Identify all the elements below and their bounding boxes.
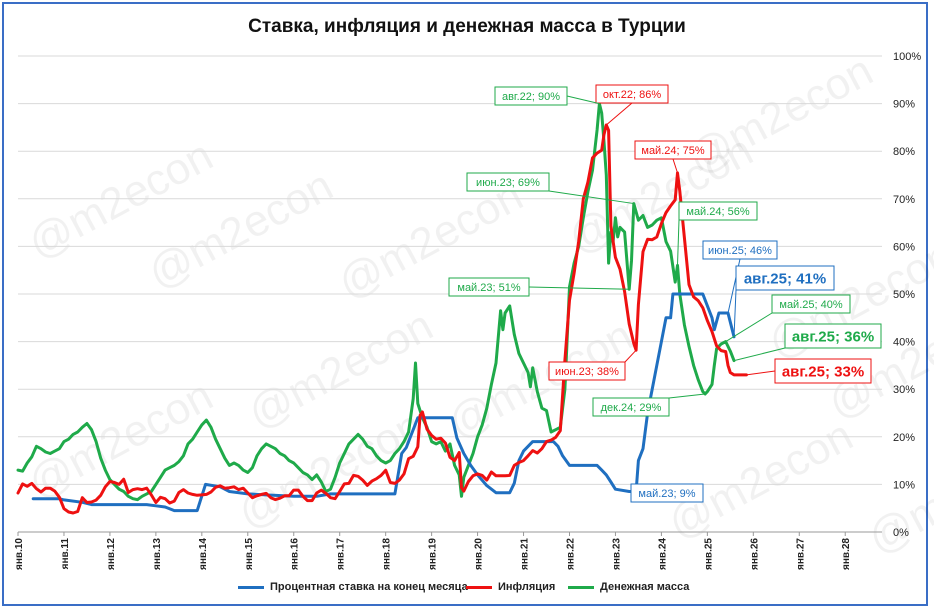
y-tick-label: 20% bbox=[893, 432, 915, 444]
y-tick-label: 40% bbox=[893, 337, 915, 349]
x-tick-label: янв.13 bbox=[152, 538, 163, 570]
annotation-label: июн.23; 38% bbox=[555, 366, 619, 378]
annotation-box bbox=[466, 172, 550, 192]
x-tick-label: янв.12 bbox=[106, 538, 117, 570]
annotation-box bbox=[634, 140, 712, 160]
annotation-leader bbox=[733, 347, 786, 362]
annotation-box bbox=[494, 86, 568, 106]
legend-label: Денежная масса bbox=[600, 581, 690, 593]
annotation-box bbox=[592, 397, 670, 417]
legend-swatch bbox=[568, 585, 594, 589]
annotation-leader bbox=[725, 312, 773, 343]
x-tick-label: янв.19 bbox=[428, 538, 439, 570]
annotation-leader bbox=[624, 349, 637, 363]
x-tick-label: янв.28 bbox=[841, 538, 852, 570]
annotation-label: окт.22; 86% bbox=[603, 89, 662, 101]
annotation-leader bbox=[733, 289, 737, 337]
annotation-label: авг.25; 41% bbox=[744, 270, 826, 287]
series-line-rate bbox=[31, 292, 736, 513]
y-tick-label: 70% bbox=[893, 194, 915, 206]
legend-item-money: Денежная масса bbox=[568, 581, 689, 593]
x-tick-label: янв.14 bbox=[198, 538, 209, 570]
x-tick-label: янв.23 bbox=[611, 538, 622, 570]
x-tick-label: янв.25 bbox=[703, 538, 714, 570]
legend-swatch bbox=[238, 585, 264, 589]
series-line-inflation bbox=[16, 123, 748, 515]
y-tick-label: 90% bbox=[893, 99, 915, 111]
legend: Процентная ставка на конец месяца Инфляци… bbox=[0, 581, 934, 599]
annotations: май.23; 9% июн.25; 46% авг.25; 41% окт.22; … bbox=[448, 84, 882, 503]
y-tick-label: 60% bbox=[893, 241, 915, 253]
x-tick-label: янв.16 bbox=[290, 538, 301, 570]
x-tick-label: янв.22 bbox=[565, 538, 576, 570]
x-tick-label: янв.26 bbox=[749, 538, 760, 570]
annotation-leader bbox=[746, 370, 776, 376]
annotation-box bbox=[702, 240, 778, 260]
annotation-box bbox=[784, 323, 882, 349]
annotation-box bbox=[771, 294, 851, 314]
x-axis-ticks: янв.10 янв.11 янв.12 янв.13 янв.14 янв.15 янв.… bbox=[14, 532, 852, 570]
annotation-label: июн.25; 46% bbox=[708, 245, 772, 257]
series-lines bbox=[16, 102, 748, 515]
annotation-label: авг.25; 33% bbox=[782, 363, 864, 380]
x-tick-label: янв.18 bbox=[382, 538, 393, 570]
annotation-box bbox=[774, 358, 872, 384]
annotation-label: дек.24; 29% bbox=[601, 402, 662, 414]
annotation-box bbox=[448, 277, 530, 297]
y-tick-label: 0% bbox=[893, 527, 909, 539]
x-tick-label: янв.10 bbox=[14, 538, 25, 570]
legend-swatch bbox=[466, 585, 492, 589]
legend-item-inflation: Инфляция bbox=[466, 581, 555, 593]
x-tick-label: янв.24 bbox=[657, 538, 668, 570]
y-tick-label: 50% bbox=[893, 289, 915, 301]
y-tick-label: 10% bbox=[893, 479, 915, 491]
x-tick-label: янв.20 bbox=[474, 538, 485, 570]
annotation-label: май.23; 9% bbox=[638, 488, 695, 500]
legend-item-rate: Процентная ставка на конец месяца bbox=[238, 581, 468, 593]
annotation-label: авг.25; 36% bbox=[792, 328, 874, 345]
annotation-box bbox=[548, 361, 626, 381]
annotation-label: июн.23; 69% bbox=[476, 177, 540, 189]
series-line-money bbox=[16, 102, 736, 502]
annotation-leader bbox=[676, 219, 680, 266]
legend-label: Процентная ставка на конец месяца bbox=[270, 581, 468, 593]
y-tick-label: 100% bbox=[893, 51, 921, 63]
y-tick-label: 30% bbox=[893, 384, 915, 396]
annotation-leader bbox=[548, 190, 634, 205]
x-tick-label: янв.11 bbox=[60, 538, 71, 570]
annotation-label: май.24; 75% bbox=[641, 145, 704, 157]
annotation-box bbox=[595, 84, 669, 104]
y-tick-label: 80% bbox=[893, 146, 915, 158]
annotation-box bbox=[678, 201, 758, 221]
annotation-label: май.24; 56% bbox=[686, 206, 749, 218]
annotation-leader bbox=[605, 102, 633, 126]
annotation-leader bbox=[668, 393, 706, 399]
annotation-label: май.25; 40% bbox=[779, 299, 842, 311]
legend-label: Инфляция bbox=[498, 581, 556, 593]
annotation-label: авг.22; 90% bbox=[502, 91, 560, 103]
annotation-leader bbox=[528, 286, 630, 290]
chart-title: Ставка, инфляция и денежная масса в Турц… bbox=[248, 16, 686, 37]
annotation-box bbox=[735, 265, 835, 291]
annotation-box bbox=[630, 483, 704, 503]
x-tick-label: янв.27 bbox=[795, 538, 806, 570]
x-tick-label: янв.21 bbox=[520, 538, 531, 570]
y-axis-ticks: 0% 10% 20% 30% 40% 50% 60% 70% 80% 90% 100% bbox=[893, 51, 921, 539]
x-tick-label: янв.17 bbox=[336, 538, 347, 570]
annotation-leader bbox=[566, 95, 600, 105]
x-tick-label: янв.15 bbox=[244, 538, 255, 570]
annotation-leader bbox=[672, 158, 678, 174]
annotation-label: май.23; 51% bbox=[457, 282, 520, 294]
